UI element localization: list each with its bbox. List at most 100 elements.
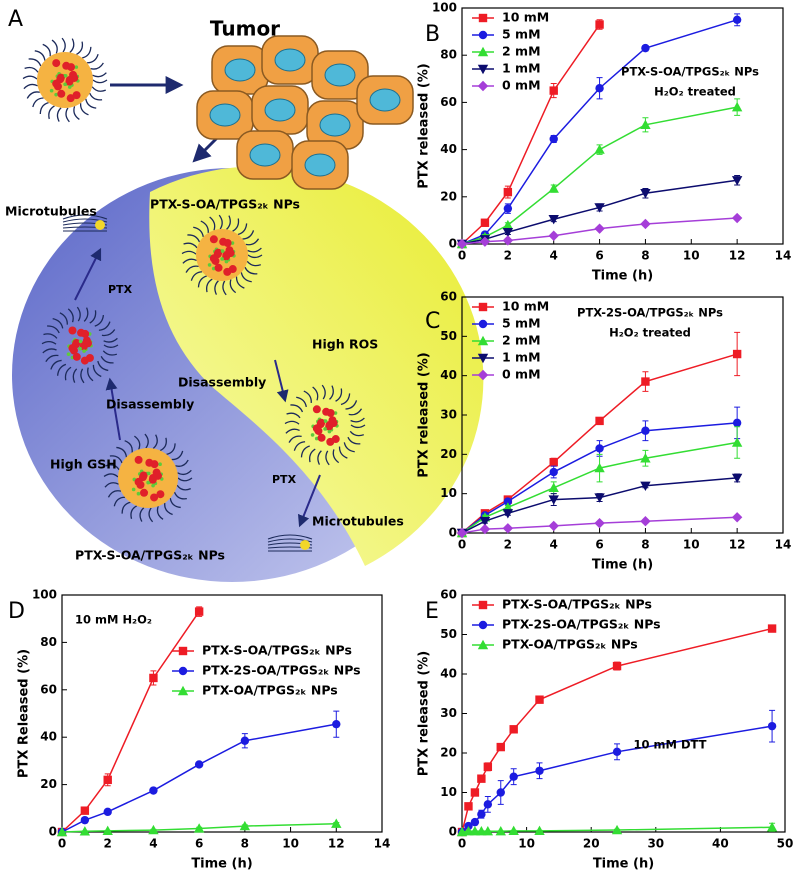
marker <box>479 236 491 247</box>
marker <box>496 742 505 752</box>
dot <box>323 419 328 423</box>
chain <box>87 53 99 64</box>
x-axis-title: Time (h) <box>592 269 653 284</box>
core <box>37 52 93 108</box>
marker <box>502 219 514 230</box>
marker <box>548 183 559 193</box>
dot <box>151 483 155 488</box>
chain <box>80 368 85 384</box>
drug <box>140 488 149 497</box>
drug <box>223 238 232 247</box>
y-tick-label: 20 <box>40 777 57 791</box>
x-tick-label: 2 <box>504 538 512 552</box>
drug <box>72 91 81 100</box>
marker <box>612 747 622 757</box>
panel-label: B <box>425 22 440 47</box>
series-line <box>61 611 200 833</box>
chain <box>296 396 307 408</box>
chain <box>144 433 149 449</box>
drug <box>153 471 162 480</box>
nucleus <box>324 63 356 87</box>
chain <box>293 441 306 451</box>
x-tick-label: 10 <box>683 538 700 552</box>
chain <box>79 103 89 116</box>
chart: C 0 2 4 6 8 10 12 14 0 10 20 30 40 50 60 Time (h) PTX rel… <box>417 290 792 573</box>
chain <box>247 254 263 259</box>
marker <box>535 766 544 775</box>
chain <box>98 321 111 331</box>
legend-label: 10 mM <box>502 299 549 314</box>
marker <box>535 695 544 704</box>
chain <box>39 102 49 115</box>
chain <box>350 417 365 423</box>
chain <box>23 83 38 90</box>
chain <box>89 92 103 101</box>
arrow <box>105 377 121 441</box>
drug <box>214 248 223 257</box>
marker <box>483 800 493 809</box>
arrow <box>274 359 289 403</box>
marker <box>470 788 480 797</box>
marker <box>732 349 742 359</box>
chain <box>67 308 74 323</box>
x-tick-label: 8 <box>641 538 649 552</box>
chain <box>338 446 348 459</box>
core <box>196 229 248 281</box>
marker <box>502 228 514 238</box>
label: PTX <box>272 473 297 486</box>
legend-label: 2 mM <box>502 44 541 59</box>
y-tick-label: 20 <box>440 746 457 760</box>
marker <box>477 64 489 75</box>
drug <box>150 460 159 469</box>
annotation: H₂O₂ treated <box>654 85 736 99</box>
annotation: PTX-S-OA/TPGS₂ₖ NPs <box>621 65 759 79</box>
marker <box>80 806 90 815</box>
marker <box>731 101 743 112</box>
chain <box>116 446 128 458</box>
marker <box>194 607 204 616</box>
y-tick-label: 50 <box>440 329 457 343</box>
chain <box>76 41 84 55</box>
chain <box>240 272 252 283</box>
marker <box>478 30 488 40</box>
x-tick-label: 0 <box>458 249 466 263</box>
marker <box>103 775 112 785</box>
y-tick-label: 80 <box>440 48 457 62</box>
marker <box>549 458 558 467</box>
drug <box>312 424 321 433</box>
marker <box>640 189 651 199</box>
chain <box>193 226 204 238</box>
marker <box>534 825 545 836</box>
marker <box>641 43 650 53</box>
y-tick-label: 60 <box>40 682 57 696</box>
x-tick-label: 8 <box>641 249 649 263</box>
x-tick-label: 6 <box>595 249 603 263</box>
chain <box>177 469 192 476</box>
chain <box>56 107 62 122</box>
drug <box>214 263 223 272</box>
chain <box>181 250 197 255</box>
chain <box>329 385 334 400</box>
marker <box>478 600 488 610</box>
plot-frame <box>61 594 383 833</box>
chain <box>340 393 351 406</box>
marker <box>767 721 777 731</box>
drug <box>134 455 143 464</box>
marker <box>640 119 651 130</box>
drug <box>52 59 61 68</box>
chain <box>124 440 133 453</box>
marker <box>496 788 505 797</box>
chain <box>61 37 66 53</box>
marker <box>732 15 742 24</box>
marker <box>548 495 559 505</box>
drug <box>326 437 335 446</box>
x-tick-label: 10 <box>683 249 700 263</box>
marker <box>103 807 112 817</box>
legend-label: PTX-OA/TPGS₂ₖ NPs <box>502 637 638 652</box>
label: Microtubules <box>312 514 404 529</box>
marker <box>640 516 651 527</box>
chain <box>65 107 70 123</box>
marker <box>332 719 341 729</box>
x-tick-label: 2 <box>504 249 512 263</box>
